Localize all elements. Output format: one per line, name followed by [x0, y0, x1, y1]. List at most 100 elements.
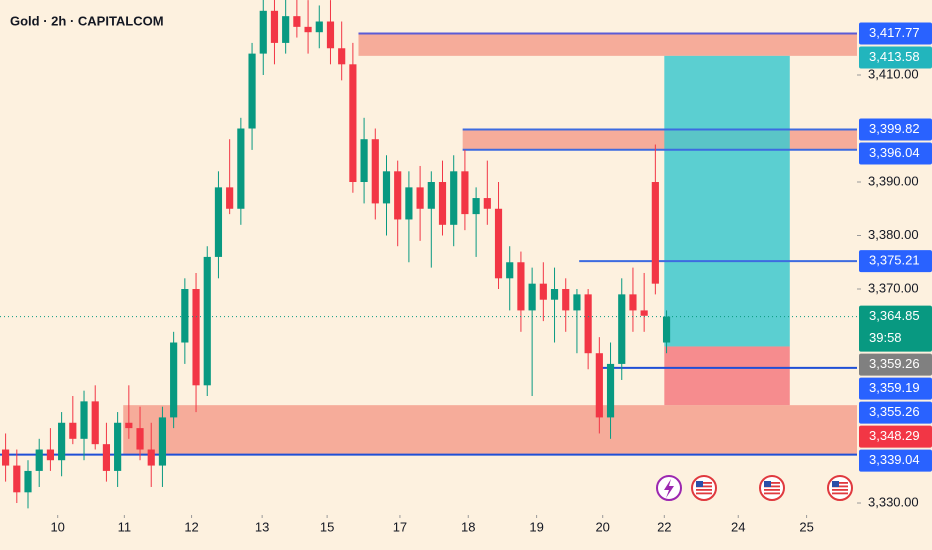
candle-body: [91, 401, 99, 445]
axes: 3,410.00 3,390.00 3,380.00 3,370.00 3,330.00…: [50, 22, 932, 534]
x-tick-label: 24: [731, 519, 745, 534]
price-label: 3,417.77: [869, 25, 920, 40]
x-tick-label: 15: [320, 519, 334, 534]
candle-body: [282, 16, 290, 43]
candle-body: [427, 182, 435, 209]
candle-body: [483, 198, 491, 209]
candle-body: [371, 139, 379, 204]
event-icon[interactable]: [827, 475, 853, 501]
flag-stripe: [764, 492, 780, 495]
candle-body: [640, 310, 648, 316]
candle-body: [562, 289, 570, 311]
candle-body: [170, 342, 178, 418]
candle-body: [517, 262, 525, 311]
x-tick-label: 12: [184, 519, 198, 534]
flag-canton: [764, 481, 771, 487]
price-label-box: [859, 250, 932, 273]
flag-stripe: [696, 485, 712, 488]
flag-stripe: [832, 485, 848, 488]
zone: [358, 33, 857, 56]
flag-stripe: [764, 489, 780, 491]
candle-body: [416, 187, 424, 209]
candle-body: [338, 48, 346, 65]
flag-stripe: [764, 485, 780, 488]
candle-body: [293, 16, 301, 27]
candle-body: [24, 470, 32, 493]
zone: [664, 346, 790, 406]
candle-body: [360, 139, 368, 183]
x-tick-label: 19: [529, 519, 543, 534]
countdown: 39:58: [869, 330, 902, 345]
candle-body: [248, 53, 256, 129]
candle-body: [147, 449, 155, 466]
candle-body: [2, 449, 10, 466]
price-label-box: [859, 46, 932, 69]
candle-body: [382, 171, 391, 204]
price-label: 3,364.85: [869, 308, 920, 323]
x-tick-label: 25: [799, 519, 813, 534]
price-label: 3,375.21: [869, 253, 920, 268]
y-tick-label: 3,330.00: [868, 494, 919, 509]
x-tick-label: 22: [657, 519, 671, 534]
flag-stripe: [832, 489, 848, 491]
price-label: 3,359.26: [869, 356, 920, 371]
zone: [664, 55, 790, 347]
candle-body: [394, 171, 402, 220]
price-label: 3,399.82: [869, 121, 920, 136]
candle-body: [214, 187, 223, 257]
candle-body: [539, 283, 547, 300]
candle-body: [114, 422, 122, 471]
price-label-box: [859, 118, 932, 141]
x-tick-label: 11: [118, 519, 132, 534]
candle-body: [237, 128, 245, 209]
candle-body: [550, 289, 559, 300]
x-tick-label: 10: [50, 519, 64, 534]
candle-body: [405, 187, 413, 220]
candle-body: [136, 428, 144, 450]
price-label: 3,413.58: [869, 49, 920, 64]
candle-body: [58, 422, 66, 461]
candle-body: [584, 294, 592, 354]
flag-canton: [832, 481, 839, 487]
price-label-box: [859, 142, 932, 165]
zone: [123, 405, 857, 455]
candle-body: [349, 64, 357, 183]
event-icon[interactable]: [691, 475, 717, 501]
candle-body: [618, 294, 626, 364]
candle-body: [259, 10, 267, 54]
y-tick-label: 3,370.00: [868, 280, 919, 295]
flag-stripe: [832, 492, 848, 495]
candle-body: [192, 289, 200, 386]
candle-body: [181, 289, 189, 343]
zone: [462, 129, 857, 150]
flag-stripe: [764, 482, 780, 484]
plot-area: [0, 0, 857, 509]
x-tick-label: 13: [255, 519, 269, 534]
price-label-box: [859, 425, 932, 448]
x-tick-label: 18: [461, 519, 475, 534]
price-label: 3,355.26: [869, 404, 920, 419]
price-label: 3,348.29: [869, 428, 920, 443]
candle-body: [315, 21, 323, 33]
candle-body: [304, 26, 312, 33]
y-tick-label: 3,410.00: [868, 66, 919, 81]
candle-body: [326, 21, 335, 49]
candle-body: [102, 444, 111, 471]
candle-body: [662, 316, 671, 343]
price-label-box: [859, 449, 932, 472]
candle-body: [69, 422, 77, 439]
price-label-box: [859, 401, 932, 424]
event-icon[interactable]: [759, 475, 785, 501]
flag-stripe: [696, 489, 712, 491]
candle-body: [494, 208, 503, 279]
candle-body: [438, 182, 447, 225]
y-tick-label: 3,380.00: [868, 227, 919, 242]
candle-body: [472, 198, 480, 215]
candle-body: [606, 363, 615, 418]
candle-body: [595, 353, 603, 418]
candle-body: [573, 294, 581, 311]
candle-body: [80, 401, 88, 439]
candle-body: [46, 449, 54, 461]
